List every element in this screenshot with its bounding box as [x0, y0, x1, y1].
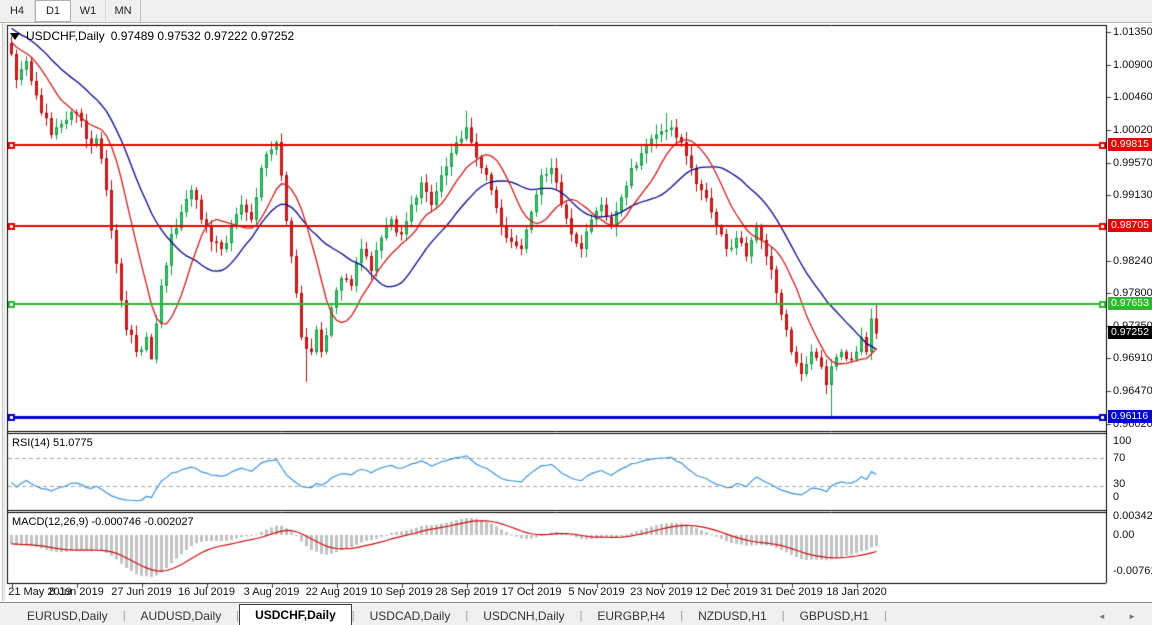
chart-tab-bar: EURUSD,Daily | AUDUSD,Daily | USDCHF,Daily | U…: [0, 602, 1152, 625]
tab-scroll-right-icon[interactable]: ►: [1128, 612, 1146, 621]
rsi-axis-label: 0: [1113, 491, 1120, 503]
chart-ohlc-values: 0.97489 0.97532 0.97222 0.97252: [110, 29, 295, 43]
price-axis-label: 1.00020: [1113, 123, 1152, 136]
date-axis-label: 22 Aug 2019: [305, 586, 368, 598]
date-axis-label: 16 Jul 2019: [178, 586, 235, 598]
chart-title: USDCHF,Daily 0.97489 0.97532 0.97222 0.9…: [10, 29, 294, 43]
tab-divider: |: [351, 610, 355, 622]
macd-name: MACD(12,26,9): [12, 516, 89, 528]
date-axis-label: 12 Dec 2019: [695, 586, 758, 598]
price-axis-label: 1.01350: [1113, 26, 1152, 38]
price-line-badge: 0.99815: [1108, 138, 1152, 151]
date-axis-label: 18 Jan 2020: [826, 586, 887, 598]
tab-divider: |: [122, 610, 126, 622]
tab-scroll-left-icon[interactable]: ◄: [1097, 612, 1116, 621]
date-axis-label: 28 Sep 2019: [435, 586, 498, 598]
chart-menu-icon[interactable]: [10, 32, 20, 40]
price-line-badge: 0.96116: [1108, 410, 1152, 423]
price-axis-label: 0.98240: [1113, 254, 1152, 267]
rsi-axis-label: 70: [1113, 452, 1126, 464]
tab-usdchf-daily[interactable]: USDCHF,Daily: [239, 604, 352, 625]
price-axis-label: 0.96470: [1113, 384, 1152, 397]
date-axis-label: 8 Jun 2019: [49, 586, 104, 598]
tab-divider: |: [236, 610, 240, 622]
date-axis-label: 23 Nov 2019: [630, 586, 693, 598]
tab-gbpusd-h1[interactable]: GBPUSD,H1: [799, 609, 869, 623]
tab-eurgbp-h4[interactable]: EURGBP,H4: [597, 609, 666, 623]
date-axis-label: 3 Aug 2019: [243, 586, 300, 598]
tab-divider: |: [579, 610, 583, 622]
rsi-value: 51.0775: [52, 437, 93, 449]
price-line-badge: 0.98705: [1108, 219, 1152, 232]
date-axis-label: 17 Oct 2019: [501, 586, 562, 598]
timeframe-button-h4[interactable]: H4: [0, 0, 35, 22]
tab-divider: |: [781, 610, 785, 622]
date-axis-label: 10 Sep 2019: [370, 586, 433, 598]
date-axis-label: 31 Dec 2019: [760, 586, 823, 598]
current-price-badge: 0.97252: [1108, 326, 1152, 339]
macd-values: -0.000746 -0.002027: [91, 516, 194, 528]
tab-eurusd-daily[interactable]: EURUSD,Daily: [27, 609, 108, 623]
date-axis-label: 27 Jun 2019: [111, 586, 172, 598]
date-axis-label: 5 Nov 2019: [568, 586, 625, 598]
price-axis-label: 1.00460: [1113, 91, 1152, 104]
price-axis-label: 0.97800: [1113, 287, 1152, 300]
chart-symbol-label: USDCHF,Daily: [26, 29, 105, 43]
tab-divider: |: [680, 610, 684, 622]
price-line-badge: 0.97653: [1108, 297, 1152, 310]
tab-divider: |: [465, 610, 469, 622]
tab-usdcnh-daily[interactable]: USDCNH,Daily: [483, 609, 565, 623]
price-axis-label: 0.99570: [1113, 156, 1152, 169]
price-axis-label: 0.96910: [1113, 352, 1152, 365]
tab-nzdusd-h1[interactable]: NZDUSD,H1: [698, 609, 767, 623]
timeframe-button-d1[interactable]: D1: [35, 0, 71, 22]
timeframe-button-w1[interactable]: W1: [71, 0, 106, 22]
rsi-axis-label: 30: [1113, 478, 1126, 490]
timeframe-toolbar: H4 D1 W1 MN: [0, 0, 1152, 23]
macd-axis-label: 0.00: [1113, 529, 1135, 541]
price-axis-label: 0.99130: [1113, 189, 1152, 202]
rsi-name: RSI(14): [12, 437, 50, 449]
macd-axis-label: 0.003428: [1113, 509, 1152, 522]
tab-audusd-daily[interactable]: AUDUSD,Daily: [140, 609, 222, 623]
rsi-axis-label: 100: [1113, 435, 1132, 447]
macd-axis-label: -0.007615: [1113, 565, 1152, 577]
timeframe-button-mn[interactable]: MN: [106, 0, 141, 22]
tab-divider: |: [883, 610, 887, 622]
date-axis-label: 21 May 2019: [8, 586, 72, 598]
price-axis-label: 1.00900: [1113, 59, 1152, 72]
macd-indicator-label: MACD(12,26,9) -0.000746 -0.002027: [12, 516, 194, 528]
rsi-indicator-label: RSI(14) 51.0775: [12, 437, 93, 449]
tab-usdcad-daily[interactable]: USDCAD,Daily: [369, 609, 451, 623]
